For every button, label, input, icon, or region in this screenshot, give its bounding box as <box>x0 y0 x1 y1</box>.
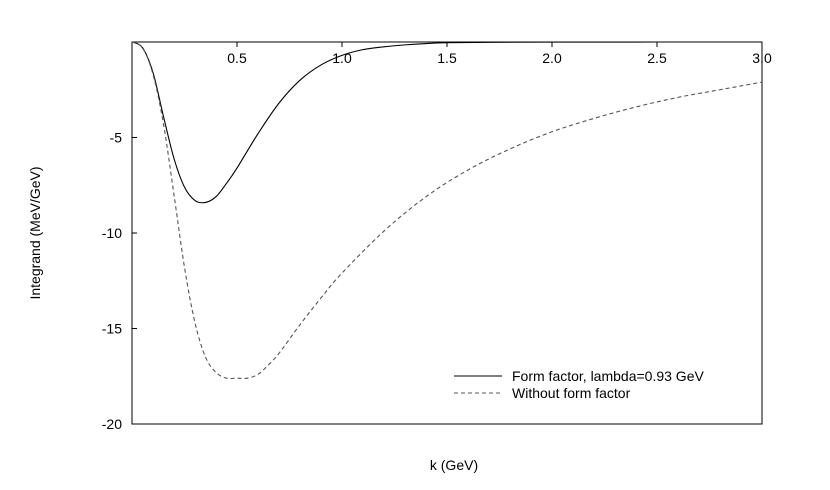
y-axis-label: Integrand (MeV/GeV) <box>27 166 43 299</box>
y-tick-label: -15 <box>102 321 122 337</box>
y-tick-label: -5 <box>110 130 123 146</box>
legend-label: Form factor, lambda=0.93 GeV <box>512 368 704 384</box>
series-line-form-factor <box>131 41 763 204</box>
series-line-without-form-factor <box>131 41 763 380</box>
x-tick-label: 3.0 <box>752 50 772 66</box>
y-tick-label: -10 <box>102 225 122 241</box>
y-axis-ticks: -5 -10 -15 -20 <box>102 130 137 432</box>
x-tick-label: 0.5 <box>227 50 247 66</box>
x-axis-ticks: 0.5 1.0 1.5 2.0 2.5 3.0 <box>227 42 772 66</box>
x-tick-label: 2.5 <box>647 50 667 66</box>
legend-label: Without form factor <box>512 385 631 401</box>
x-tick-label: 1.5 <box>437 50 457 66</box>
y-tick-label: -20 <box>102 416 122 432</box>
x-tick-label: 2.0 <box>542 50 562 66</box>
series-layer <box>131 41 763 380</box>
x-axis-label: k (GeV) <box>430 457 478 473</box>
